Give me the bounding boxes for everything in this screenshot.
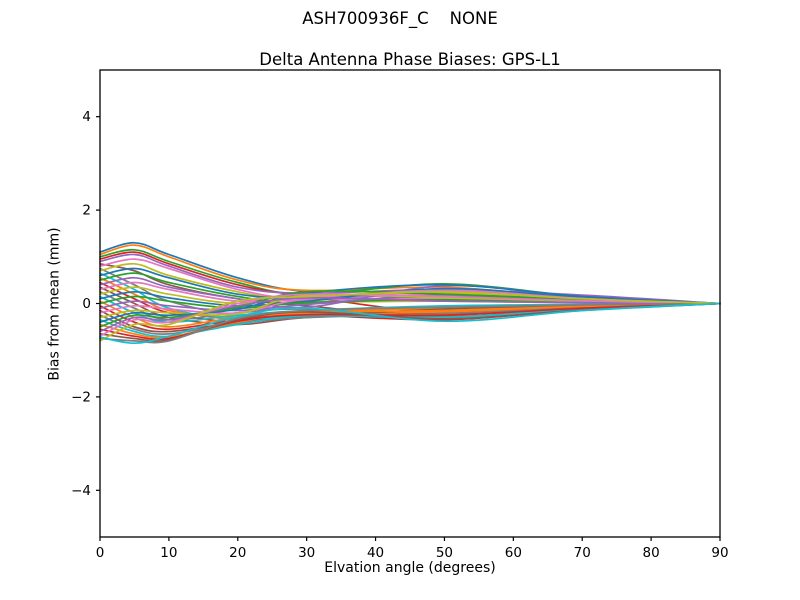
data-line-line-39 — [99, 290, 721, 342]
x-tick-label: 50 — [436, 545, 453, 561]
data-line-line-34 — [99, 302, 721, 341]
figure-suptitle: ASH700936F_C NONE — [302, 9, 498, 28]
x-tick-label: 0 — [96, 545, 105, 561]
data-line-line-30 — [99, 302, 721, 338]
y-axis-label: Bias from mean (mm) — [46, 227, 63, 381]
x-axis-label: Elvation angle (degrees) — [324, 560, 496, 576]
data-line-line-33 — [99, 290, 721, 328]
data-line-line-37 — [99, 293, 721, 338]
x-tick-label: 70 — [574, 545, 591, 561]
data-line-line-31 — [99, 283, 721, 324]
x-tick-label: 90 — [711, 545, 728, 561]
x-tick-label: 30 — [298, 545, 315, 561]
y-tick-label: 2 — [82, 203, 91, 219]
data-line-line-32 — [99, 302, 721, 339]
axes-title: Delta Antenna Phase Biases: GPS-L1 — [259, 50, 561, 69]
x-tick-label: 10 — [160, 545, 177, 561]
y-tick-label: −4 — [71, 483, 91, 499]
x-tick-label: 20 — [229, 545, 246, 561]
y-tick-label: −2 — [71, 389, 91, 405]
y-tick-label: 0 — [82, 296, 91, 312]
x-tick-label: 80 — [643, 545, 660, 561]
data-line-line-40 — [99, 302, 721, 345]
y-tick-label: 4 — [82, 109, 91, 125]
x-tick-label: 60 — [505, 545, 522, 561]
data-line-line-35 — [99, 296, 721, 333]
x-tick-label: 40 — [367, 545, 384, 561]
